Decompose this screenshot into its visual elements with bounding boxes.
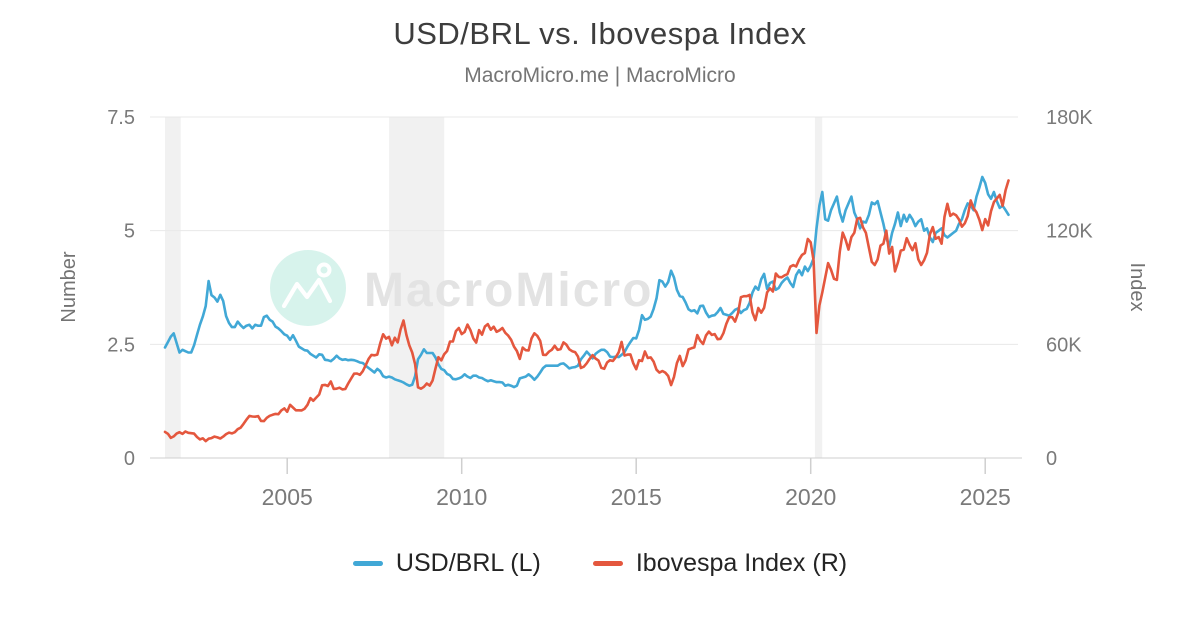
x-tick-label: 2015 [611, 484, 662, 510]
y-right-tick-label: 180K [1046, 107, 1093, 129]
legend-label-ibovespa: Ibovespa Index (R) [635, 549, 848, 577]
x-tick-label: 2025 [960, 484, 1011, 510]
y-left-tick-label: 0 [124, 448, 135, 470]
axis-labels: 0 2.5 5 7.5 0 60K 120K 180K 2005 2010 2015 2020 2025… [58, 107, 1148, 510]
recession-band [814, 117, 823, 458]
gridlines [150, 116, 1018, 345]
y-right-tick-label: 60K [1046, 334, 1082, 356]
axes [150, 457, 1022, 474]
legend-item-usdbrl[interactable]: USD/BRL (L) [352, 549, 541, 578]
page-subtitle: MacroMicro.me | MacroMicro [464, 64, 736, 87]
series-line-ibovespa[interactable] [163, 179, 1010, 443]
series-line-usdbrl[interactable] [163, 175, 1010, 389]
legend: USD/BRL (L) Ibovespa Index (R) [0, 549, 1200, 578]
y-left-tick-label: 2.5 [107, 334, 135, 356]
legend-swatch-ibovespa [592, 561, 623, 566]
legend-label-usdbrl: USD/BRL (L) [395, 549, 541, 577]
legend-item-ibovespa[interactable]: Ibovespa Index (R) [592, 549, 848, 578]
series-lines [163, 175, 1010, 443]
recession-band [389, 117, 445, 458]
watermark-logo-line-icon [281, 277, 333, 309]
x-tick-label: 2010 [436, 484, 487, 510]
page-title: USD/BRL vs. Ibovespa Index [393, 16, 807, 51]
y-right-tick-label: 120K [1046, 221, 1093, 243]
watermark-logo-ring-icon [316, 262, 332, 278]
legend-swatch-usdbrl [352, 561, 383, 566]
x-tick-label: 2020 [785, 484, 836, 510]
watermark: MacroMicro [270, 250, 653, 326]
recession-bands [165, 117, 823, 458]
y-left-tick-label: 7.5 [107, 107, 135, 129]
watermark-logo-circle [270, 250, 346, 326]
y-right-axis-title: Index [1126, 263, 1148, 312]
x-tick-label: 2005 [262, 484, 313, 510]
y-right-tick-label: 0 [1046, 448, 1057, 470]
y-left-tick-label: 5 [124, 221, 135, 243]
recession-band [165, 117, 181, 458]
y-left-axis-title: Number [58, 251, 80, 322]
watermark-text: MacroMicro [364, 264, 653, 317]
